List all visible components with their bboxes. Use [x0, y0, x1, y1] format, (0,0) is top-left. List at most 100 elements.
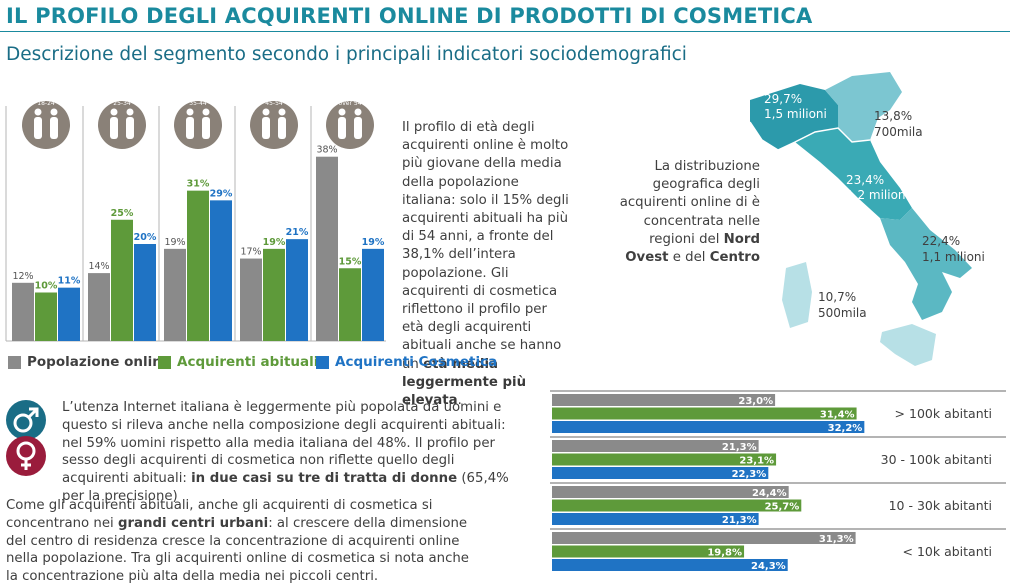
age-bar-value-label: 19%: [362, 237, 385, 248]
age-bar: [35, 292, 57, 341]
age-bar-value-label: 25%: [111, 208, 134, 219]
person-body-icon: [126, 117, 134, 139]
map-label-centro-pct: 23,4%: [846, 173, 884, 187]
age-bar-value-label: 29%: [210, 188, 233, 199]
age-bar: [12, 282, 34, 341]
age-group-icon: [174, 101, 222, 149]
person-body-icon: [110, 117, 118, 139]
city-bar: [552, 421, 865, 433]
gender-description-text: L’utenza Internet italiana è leggermente…: [62, 400, 506, 487]
age-group-icon: [22, 101, 70, 149]
city-bar: [552, 486, 789, 498]
age-bar-value-label: 12%: [12, 271, 33, 282]
region-centro: [795, 128, 912, 220]
age-bar-value-label: 14%: [88, 261, 109, 272]
age-category-label: over 54: [339, 100, 362, 107]
gender-description-bold: in due casi su tre di tratta di donne: [191, 471, 458, 487]
city-bar-value-label: 21,3%: [722, 515, 757, 526]
female-symbol-icon: [16, 441, 36, 470]
age-category-label: 18-24: [37, 100, 55, 107]
gender-description-end: (65,4% per la precisione): [62, 471, 509, 504]
city-bar-value-label: 31,3%: [819, 534, 854, 545]
age-category-label: 25-34: [113, 100, 131, 107]
age-bar: [286, 239, 308, 341]
person-body-icon: [354, 117, 362, 139]
person-head-icon: [50, 108, 58, 116]
map-label-nord-est-pct: 13,8%: [874, 109, 912, 123]
city-bar-value-label: 19,8%: [707, 548, 742, 559]
age-bar: [134, 244, 156, 341]
legend-label-cosmetica: Acquirenti Cosmetica: [335, 354, 498, 370]
person-body-icon: [202, 117, 210, 139]
city-bar: [552, 440, 759, 452]
person-head-icon: [110, 108, 118, 116]
person-head-icon: [202, 108, 210, 116]
age-bar: [240, 258, 262, 341]
italy-map: 29,7% 1,5 milioni 13,8% 700mila 23,4% 1,…: [749, 72, 985, 366]
legend-swatch-gray: [8, 355, 21, 369]
city-bar: [552, 559, 788, 571]
map-label-centro-amount: 1,2 milioni: [846, 188, 909, 202]
person-head-icon: [34, 108, 42, 116]
person-body-icon: [50, 117, 58, 139]
map-description-text: La distribuzione geografica degli acquir…: [619, 159, 760, 247]
age-bar-value-label: 21%: [286, 227, 309, 238]
city-bar-value-label: 22,3%: [732, 469, 767, 480]
person-head-icon: [186, 108, 194, 116]
map-label-isole-amount: 500mila: [818, 306, 867, 320]
map-label-nord-ovest-amount: 1,5 milioni: [764, 107, 827, 121]
age-category-label: 35-44: [189, 100, 207, 107]
age-description-text: Il profilo di età degli acquirenti onlin…: [402, 120, 569, 372]
person-head-icon: [262, 108, 270, 116]
city-bar: [552, 499, 802, 512]
age-bar-value-label: 19%: [164, 237, 185, 248]
person-body-icon: [186, 117, 194, 139]
legend-label-abituali: Acquirenti abituali: [177, 354, 319, 370]
city-category-label: < 10k abitanti: [903, 544, 993, 559]
age-group-icon: [326, 101, 374, 149]
map-label-isole-pct: 10,7%: [818, 290, 856, 304]
city-bar: [552, 532, 856, 544]
age-group-icon: [98, 101, 146, 149]
map-description-bold1: Nord Ovest: [625, 231, 760, 266]
city-description-end: : al crescere della dimensione del centr…: [6, 515, 469, 585]
male-symbol-icon: [13, 407, 39, 433]
age-bar: [164, 248, 186, 341]
male-icon: [6, 400, 46, 440]
city-bar: [552, 407, 857, 420]
city-description-text: Come gli acquirenti abituali, anche gli …: [6, 498, 433, 531]
city-bar-value-label: 31,4%: [820, 410, 855, 421]
age-bar: [111, 219, 133, 341]
map-description-mid: e del: [668, 250, 710, 266]
city-bar: [552, 467, 769, 479]
city-bar-value-label: 24,3%: [751, 561, 786, 572]
age-bar-value-label: 19%: [263, 237, 286, 248]
age-bar-value-label: 38%: [316, 145, 337, 156]
city-bar-value-label: 24,4%: [752, 488, 787, 499]
age-bar: [187, 190, 209, 341]
age-bar: [316, 156, 338, 341]
city-description-bold: grandi centri urbani: [117, 515, 269, 531]
city-bar: [552, 545, 745, 558]
legend-popolazione-online: Popolazione online: [8, 354, 171, 370]
age-bar-value-label: 15%: [339, 256, 362, 267]
city-bar-value-label: 23,1%: [739, 456, 774, 467]
city-category-label: 10 - 30k abitanti: [889, 498, 992, 513]
person-body-icon: [34, 117, 42, 139]
age-bar: [58, 287, 80, 341]
city-size-bar-chart: 23,0% 31,4% 32,2% > 100k abitanti 21,3% 23,1%…: [550, 390, 1006, 572]
legend-swatch-blue: [316, 355, 329, 369]
region-sardegna: [782, 262, 812, 328]
city-bar: [552, 513, 759, 525]
map-label-sud-amount: 1,1 milioni: [922, 250, 985, 264]
age-group-icon: [250, 101, 298, 149]
map-label-nord-ovest-pct: 29,7%: [764, 92, 802, 106]
page-subtitle: Descrizione del segmento secondo i princ…: [6, 44, 687, 65]
age-bar-value-label: 10%: [35, 281, 58, 292]
map-description-bold2: Centro: [709, 250, 760, 266]
age-category-label: 45-54: [265, 100, 283, 107]
city-description: Come gli acquirenti abituali, anche gli …: [6, 497, 476, 586]
age-bar: [263, 248, 285, 341]
city-bar-value-label: 25,7%: [765, 502, 800, 513]
